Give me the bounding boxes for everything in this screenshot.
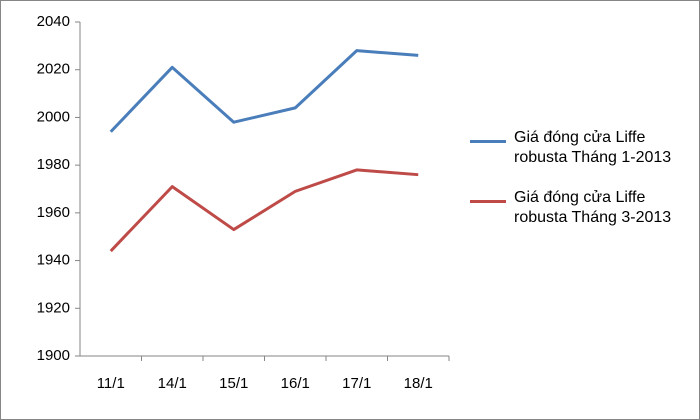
y-tick-label: 1920: [37, 299, 70, 316]
legend-item: Giá đóng cửa Liffe robusta Tháng 1-2013: [470, 128, 695, 168]
x-tick-label: 17/1: [342, 375, 371, 392]
x-tick-label: 15/1: [219, 375, 248, 392]
y-tick-label: 1940: [37, 252, 70, 269]
y-tick-label: 2000: [37, 108, 70, 125]
y-tick-label: 2020: [37, 61, 70, 78]
y-tick-label: 2040: [37, 13, 70, 30]
x-tick-label: 11/1: [97, 375, 125, 392]
legend-label: Giá đóng cửa Liffe robusta Tháng 3-2013: [514, 189, 672, 226]
y-tick-label: 1960: [37, 204, 70, 221]
legend-item: Giá đóng cửa Liffe robusta Tháng 3-2013: [470, 188, 695, 228]
x-tick-label: 14/1: [158, 375, 187, 392]
series-line: [109, 49, 419, 133]
legend-swatch: [470, 140, 506, 143]
legend-label: Giá đóng cửa Liffe robusta Tháng 1-2013: [514, 129, 672, 166]
legend: Giá đóng cửa Liffe robusta Tháng 1-2013 G…: [470, 128, 695, 248]
x-tick-label: 18/1: [404, 375, 433, 392]
legend-swatch: [470, 200, 506, 203]
x-tick-label: 16/1: [281, 375, 310, 392]
y-tick-label: 1980: [37, 156, 70, 173]
series-line: [109, 168, 419, 253]
y-tick-label: 1900: [37, 347, 70, 364]
